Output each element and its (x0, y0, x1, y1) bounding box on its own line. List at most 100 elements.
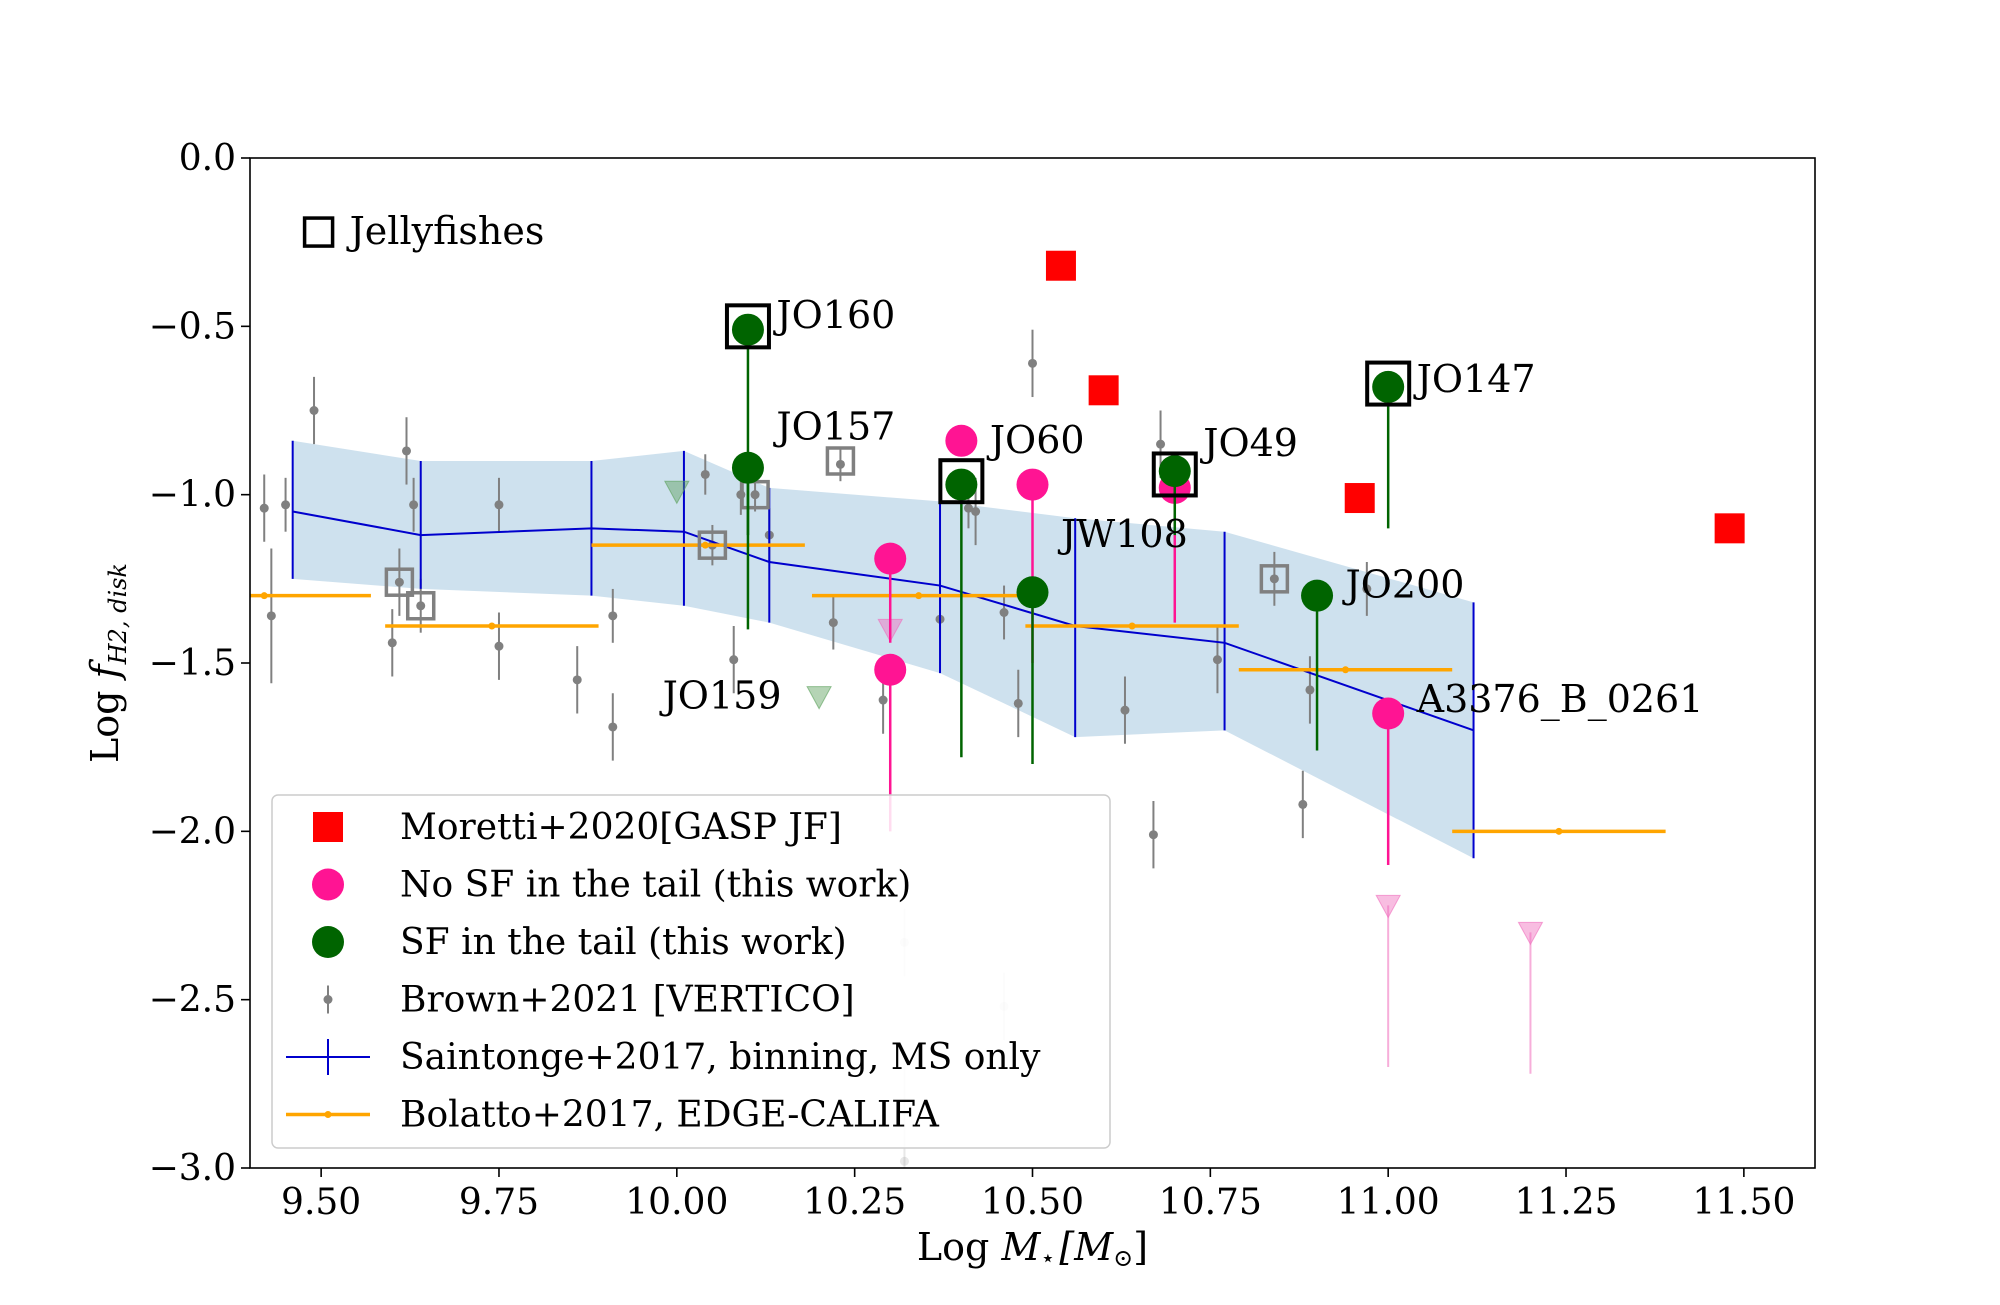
moretti-square-1 (1088, 375, 1119, 406)
gray-box-0 (384, 567, 415, 597)
brown-point-20 (835, 459, 845, 469)
bolatto-point-1 (488, 622, 496, 630)
x-tick-label-1: 9.75 (459, 1182, 539, 1223)
brown-point-28 (1028, 358, 1037, 368)
brown-point-7 (409, 500, 419, 510)
legend-box (271, 794, 1111, 1149)
bolatto-point-4 (1128, 622, 1136, 630)
brown-point-29 (1120, 705, 1130, 715)
legend-entry-brown: Brown+2021 [VERTICO] (323, 980, 855, 1021)
x-tick-label-5: 10.75 (1159, 1182, 1262, 1223)
brown_faint-point-1 (899, 1156, 909, 1166)
bolatto-point-3 (915, 592, 923, 600)
jellyfish-legend-box (302, 216, 335, 248)
brown-point-27 (1013, 698, 1023, 708)
x-tick-label-8: 11.50 (1692, 1182, 1795, 1223)
legend-marker-moretti (313, 812, 343, 842)
y-tick-label-4: −2.0 (149, 811, 236, 852)
y-tick-label-5: −2.5 (149, 980, 236, 1021)
sf-circle-5 (1301, 579, 1334, 612)
sf-circle-6 (1372, 370, 1405, 403)
moretti-square-2 (1344, 483, 1375, 514)
annotation-jo49: JO49 (1199, 421, 1298, 465)
brown-point-21 (828, 618, 838, 628)
brown-point-12 (608, 611, 618, 621)
legend-entry-moretti: Moretti+2020[GASP JF] (313, 807, 842, 848)
brown-point-8 (416, 601, 426, 611)
brown-point-34 (1305, 685, 1315, 695)
y-axis-title: Log fH2, disk (83, 563, 132, 763)
legend-label-moretti: Moretti+2020[GASP JF] (400, 807, 842, 848)
brown-point-4 (387, 638, 397, 648)
annotation-jellyfishes: Jellyfishes (346, 209, 545, 253)
brown-point-36 (1362, 584, 1372, 594)
brown-point-26 (999, 608, 1009, 617)
upper-limit-0 (663, 480, 690, 505)
no_sf-circle-1 (1016, 468, 1049, 501)
gray-box-4 (825, 446, 856, 476)
legend-label-bolatto: Bolatto+2017, EDGE-CALIFA (400, 1095, 940, 1136)
brown-point-2 (281, 500, 291, 510)
gray-box-5 (1259, 564, 1290, 594)
legend-label-brown: Brown+2021 [VERTICO] (400, 980, 855, 1021)
annotation-jo160: JO160 (772, 293, 895, 337)
sf-circle-2 (945, 468, 978, 501)
x-tick-label-7: 11.25 (1514, 1182, 1617, 1223)
legend-entry-bolatto: Bolatto+2017, EDGE-CALIFA (286, 1095, 940, 1136)
brown-point-35 (1148, 830, 1158, 840)
x-axis-title: Log M⋆ [M⊙] (917, 1225, 1148, 1272)
sf-circle-4 (1158, 455, 1191, 488)
annotation-jo157: JO157 (772, 404, 895, 448)
no_sf-circle-2 (874, 542, 907, 575)
legend-entry-sf: SF in the tail (this work) (312, 922, 847, 963)
moretti-square-0 (1045, 250, 1076, 281)
brown-point-33 (1298, 799, 1308, 809)
no_sf-circle-3 (874, 653, 907, 686)
x-tick-label-2: 10.00 (625, 1182, 728, 1223)
no_sf-circle-0 (945, 424, 978, 457)
upper-limit-3 (1375, 894, 1402, 919)
sf-circle-3 (1016, 576, 1049, 609)
bolatto-point-6 (1555, 827, 1563, 835)
upper-limit-4 (1517, 921, 1544, 946)
brown-point-10 (494, 641, 504, 651)
saintonge-band (292, 440, 1474, 859)
x-tick-label-6: 11.00 (1337, 1182, 1440, 1223)
sf-circle-1 (731, 451, 764, 484)
legend-label-sf: SF in the tail (this work) (400, 922, 847, 963)
y-tick-label-0: 0.0 (179, 138, 236, 179)
brown-point-9 (494, 500, 504, 510)
sf-circle-0 (731, 313, 764, 346)
brown-point-22 (878, 695, 888, 705)
jellyfish-box-3 (1365, 360, 1412, 407)
brown-point-1 (266, 611, 276, 621)
moretti-square-3 (1714, 513, 1745, 544)
brown-point-25 (971, 507, 981, 516)
brown-point-30 (1156, 439, 1166, 449)
brown-point-5 (394, 577, 404, 587)
annotation-a3376-b-0261: A3376_B_0261 (1416, 677, 1704, 722)
legend-marker-brown (323, 995, 333, 1004)
jellyfish-box-2 (1151, 451, 1198, 498)
brown-point-32 (1269, 574, 1279, 584)
legend-marker-bolatto (324, 1111, 332, 1118)
brown-point-13 (608, 722, 618, 732)
brown-point-11 (572, 675, 582, 685)
legend-marker-no-sf (312, 868, 344, 901)
brown-point-3 (309, 406, 319, 415)
bolatto-point-2 (701, 541, 709, 549)
annotation-jo200: JO200 (1342, 563, 1465, 607)
y-tick-label-3: −1.5 (149, 643, 236, 684)
legend-entry-saintonge: Saintonge+2017, binning, MS only (286, 1037, 1041, 1078)
y-tick-label-6: −3.0 (149, 1148, 236, 1189)
brown-point-0 (259, 503, 269, 513)
annotation-jo60: JO60 (986, 418, 1085, 462)
legend-entry-no_sf: No SF in the tail (this work) (312, 865, 911, 906)
x-tick-label-4: 10.50 (981, 1182, 1084, 1223)
x-tick-label-3: 10.25 (803, 1182, 906, 1223)
y-tick-label-1: −0.5 (149, 306, 236, 347)
x-tick-label-0: 9.50 (281, 1182, 361, 1223)
brown-point-18 (750, 490, 760, 500)
brown-point-6 (402, 446, 411, 456)
